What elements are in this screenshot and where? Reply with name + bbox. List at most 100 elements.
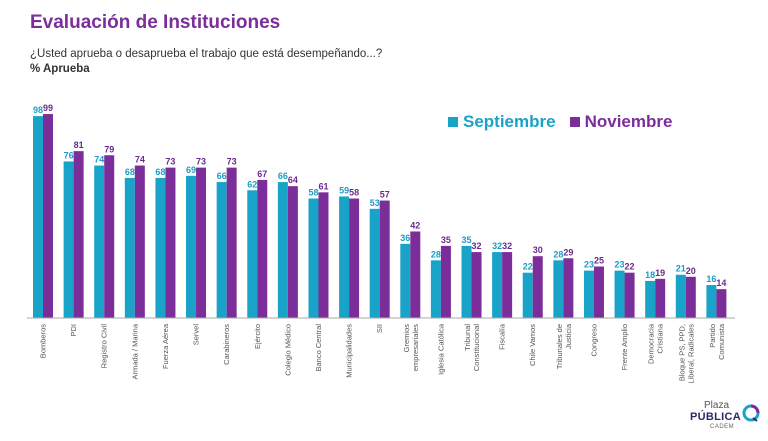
- category-label-19: Frente Amplio: [620, 324, 629, 370]
- bar-noviembre-5: [196, 167, 207, 318]
- bar-noviembre-11: [379, 200, 390, 318]
- bar-noviembre-10: [349, 198, 360, 318]
- data-label-septiembre-11: 53: [370, 198, 380, 208]
- bar-septiembre-15: [492, 252, 503, 318]
- data-label-septiembre-7: 62: [247, 179, 257, 189]
- logo-text-publica: PÚBLICA: [690, 411, 741, 423]
- bar-noviembre-20: [655, 278, 666, 318]
- legend-item-septiembre: Septiembre: [448, 112, 556, 132]
- data-label-noviembre-21: 20: [686, 266, 696, 276]
- bar-noviembre-22: [716, 289, 727, 318]
- data-label-septiembre-2: 74: [94, 155, 104, 165]
- bar-septiembre-17: [553, 260, 564, 318]
- data-label-septiembre-20: 18: [645, 270, 655, 280]
- category-label-14: TribunalConstitucional: [463, 324, 481, 371]
- bar-noviembre-14: [471, 252, 482, 318]
- data-label-noviembre-16: 30: [533, 245, 543, 255]
- data-label-septiembre-6: 66: [217, 171, 227, 181]
- data-label-noviembre-9: 61: [318, 181, 328, 191]
- bar-septiembre-4: [155, 177, 166, 318]
- data-label-septiembre-21: 21: [676, 264, 686, 274]
- bar-septiembre-19: [614, 270, 625, 318]
- data-label-septiembre-12: 36: [400, 233, 410, 243]
- bar-noviembre-18: [593, 266, 604, 318]
- data-label-noviembre-14: 32: [472, 241, 482, 251]
- data-label-septiembre-13: 28: [431, 249, 441, 259]
- data-label-noviembre-18: 25: [594, 256, 604, 266]
- bar-septiembre-3: [124, 177, 135, 318]
- category-label-6: Carabineros: [222, 324, 231, 365]
- bar-noviembre-13: [440, 245, 451, 318]
- category-label-18: Congreso: [589, 324, 598, 357]
- bar-septiembre-22: [706, 285, 717, 318]
- data-label-noviembre-12: 42: [410, 220, 420, 230]
- data-label-septiembre-19: 23: [615, 260, 625, 270]
- bar-septiembre-11: [369, 208, 380, 318]
- category-label-16: Chile Vamos: [528, 324, 537, 366]
- data-label-septiembre-9: 58: [308, 188, 318, 198]
- data-label-noviembre-20: 19: [655, 268, 665, 278]
- data-label-noviembre-2: 79: [104, 144, 114, 154]
- legend-swatch-septiembre: [448, 117, 458, 127]
- legend-label-septiembre: Septiembre: [463, 112, 556, 131]
- data-label-septiembre-22: 16: [706, 274, 716, 284]
- data-label-noviembre-13: 35: [441, 235, 451, 245]
- data-label-noviembre-22: 14: [716, 278, 726, 288]
- data-label-septiembre-14: 35: [462, 235, 472, 245]
- bar-septiembre-9: [308, 198, 319, 318]
- category-label-12: Gremiosempresariales: [402, 324, 420, 371]
- data-label-septiembre-4: 68: [155, 167, 165, 177]
- bar-septiembre-20: [645, 280, 656, 318]
- legend-label-noviembre: Noviembre: [584, 112, 673, 131]
- data-label-noviembre-3: 74: [135, 155, 145, 165]
- data-label-noviembre-1: 81: [74, 140, 84, 150]
- bar-septiembre-0: [33, 116, 43, 319]
- category-label-10: Municipalidades: [345, 324, 354, 378]
- bar-noviembre-16: [532, 256, 543, 318]
- category-label-22: PartidoComunista: [708, 323, 726, 360]
- data-label-noviembre-5: 73: [196, 157, 206, 167]
- bar-noviembre-19: [624, 272, 635, 318]
- logo-text-plaza: Plaza: [704, 400, 730, 411]
- legend-item-noviembre: Noviembre: [569, 112, 673, 132]
- category-label-1: PDI: [69, 324, 78, 337]
- bar-noviembre-21: [685, 276, 696, 318]
- bar-noviembre-2: [104, 155, 115, 318]
- category-label-17: Tribunales deJusticia: [555, 323, 573, 369]
- bar-noviembre-9: [318, 192, 329, 318]
- bar-septiembre-8: [277, 182, 288, 318]
- bar-septiembre-14: [461, 245, 472, 318]
- legend-swatch-noviembre: [569, 117, 580, 127]
- bar-septiembre-7: [247, 190, 258, 318]
- bar-noviembre-1: [73, 151, 84, 318]
- data-label-noviembre-0: 99: [43, 103, 53, 113]
- data-label-noviembre-6: 73: [227, 157, 237, 167]
- bar-septiembre-13: [430, 260, 441, 318]
- category-label-2: Registro Civil: [100, 324, 109, 369]
- bar-noviembre-3: [134, 165, 145, 318]
- data-label-septiembre-3: 68: [125, 167, 135, 177]
- chart-title: Evaluación de Instituciones: [30, 12, 281, 33]
- category-label-3: Armada / Marina: [130, 323, 139, 379]
- category-label-4: Fuerza Aérea: [161, 323, 170, 369]
- data-label-noviembre-4: 73: [165, 157, 175, 167]
- data-label-septiembre-16: 22: [523, 262, 533, 272]
- bar-septiembre-12: [400, 243, 411, 318]
- bar-noviembre-7: [257, 179, 268, 318]
- chart-subtitle: ¿Usted aprueba o desaprueba el trabajo q…: [30, 48, 383, 60]
- data-label-noviembre-7: 67: [257, 169, 267, 179]
- category-label-5: Servel: [192, 324, 201, 346]
- category-label-8: Colegio Médico: [283, 324, 292, 376]
- category-label-20: DemocraciaCristiana: [647, 323, 665, 364]
- bar-noviembre-17: [563, 258, 574, 318]
- category-label-9: Banco Central: [314, 324, 323, 372]
- data-label-septiembre-5: 69: [186, 165, 196, 175]
- bar-septiembre-5: [186, 175, 197, 318]
- data-label-noviembre-11: 57: [380, 190, 390, 200]
- data-label-septiembre-10: 59: [339, 185, 349, 195]
- bar-noviembre-6: [226, 167, 237, 318]
- data-label-noviembre-15: 32: [502, 241, 512, 251]
- category-label-21: Bloque PS, PPD,Liberal, Radicales: [677, 324, 695, 384]
- bar-noviembre-8: [287, 186, 298, 318]
